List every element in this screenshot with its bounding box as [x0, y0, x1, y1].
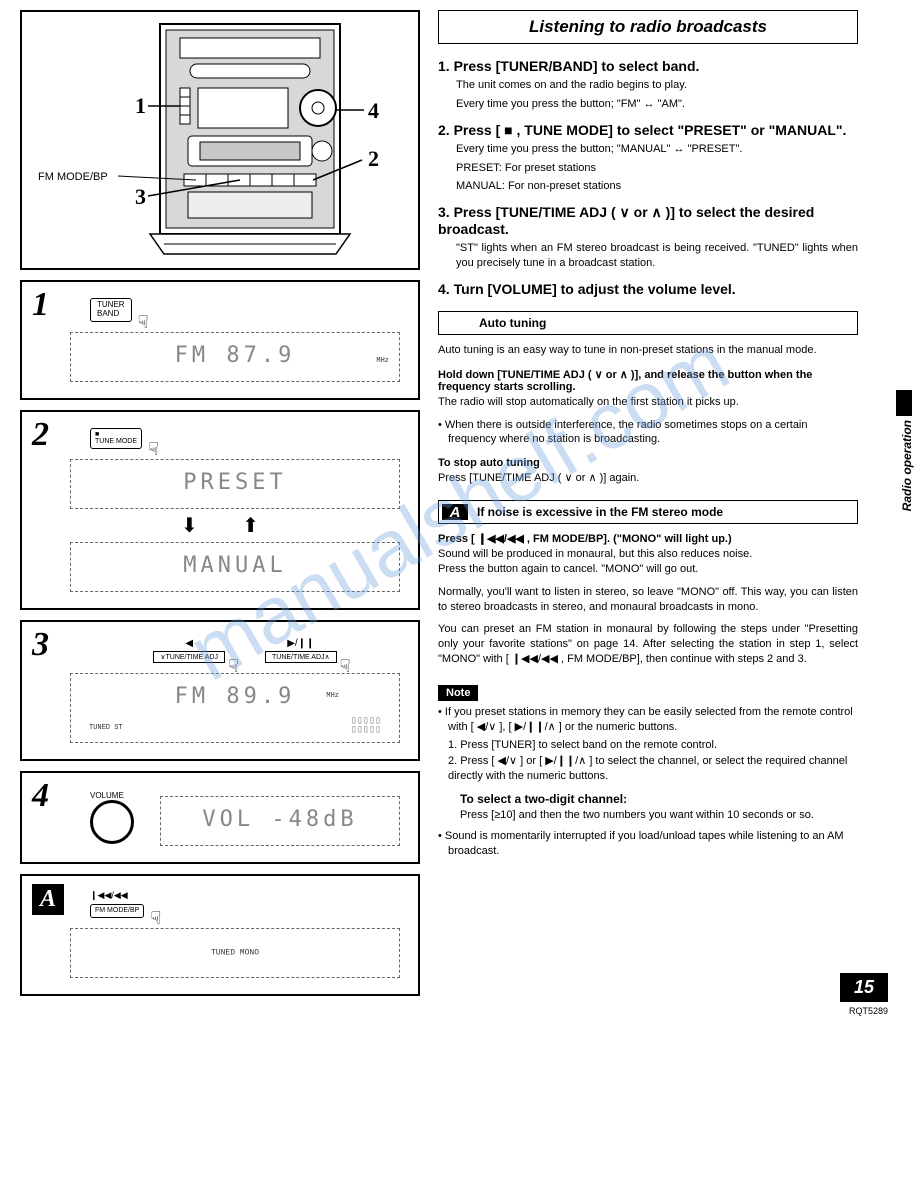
tune-mode-button: ■TUNE MODE☟ — [90, 428, 142, 449]
section-text: Every time you press the button; "MANUAL… — [456, 142, 858, 157]
tune-buttons: ◀ ∨TUNE/TIME ADJ ☟ ▶/❙❙ TUNE/TIME ADJ∧ ☟ — [80, 638, 410, 663]
a-badge: A — [442, 504, 468, 520]
step-a-box: A ❙◀◀/◀◀ FM MODE/BP☟ TUNED MONO — [20, 874, 420, 996]
step-letter: A — [32, 884, 64, 915]
section-text: Every time you press the button; "FM" ↔ … — [456, 97, 858, 112]
para: Press [TUNE/TIME ADJ ( ∨ or ∧ )] again. — [438, 471, 858, 486]
para: Press [ ❙◀◀/◀◀ , FM MODE/BP]. ("MONO" wi… — [438, 532, 858, 577]
lcd-display: FM 89.9 MHz TUNED ST ▯▯▯▯▯▯▯▯▯▯ — [70, 673, 400, 743]
step-number: 2 — [32, 416, 49, 454]
section-text: PRESET: For preset stations — [456, 161, 858, 176]
step-number: 3 — [32, 626, 49, 664]
section-heading: 2. Press [ ■ , TUNE MODE] to select "PRE… — [438, 122, 858, 138]
volume-knob: VOLUME — [90, 791, 134, 844]
tuner-band-button: TUNERBAND☟ — [90, 298, 132, 322]
note-badge: Note — [438, 685, 478, 701]
device-illustration: 1 4 2 3 FM MODE/BP — [20, 10, 420, 270]
lcd-display: TUNED MONO — [70, 928, 400, 978]
side-tab-marker — [896, 390, 912, 416]
numbered-item: 2. Press [ ◀/∨ ] or [ ▶/❙❙/∧ ] to select… — [448, 754, 858, 784]
bullet: Sound is momentarily interrupted if you … — [448, 829, 858, 859]
svg-text:3: 3 — [135, 184, 146, 209]
step-2-box: 2 ■TUNE MODE☟ PRESET ⬇ ⬆ MANUAL — [20, 410, 420, 610]
section-heading: 4. Turn [VOLUME] to adjust the volume le… — [438, 281, 858, 297]
para: Normally, you'll want to listen in stere… — [438, 585, 858, 615]
step-number: 1 — [32, 286, 49, 324]
lcd-display: MANUAL — [70, 542, 400, 592]
up-down-arrows: ⬇ ⬆ — [30, 513, 410, 538]
page-title: Listening to radio broadcasts — [438, 10, 858, 44]
step-number: 4 — [32, 777, 49, 815]
svg-text:4: 4 — [368, 98, 379, 123]
para: You can preset an FM station in monaural… — [438, 622, 858, 667]
document-code: RQT5289 — [849, 1006, 888, 1016]
sub-heading: To stop auto tuning — [438, 457, 858, 469]
right-column: Listening to radio broadcasts 1. Press [… — [438, 10, 898, 996]
svg-text:1: 1 — [135, 93, 146, 118]
auto-tuning-title: Auto tuning — [438, 311, 858, 335]
para: Press [≥10] and then the two numbers you… — [460, 808, 858, 823]
numbered-item: 1. Press [TUNER] to select band on the r… — [448, 738, 858, 753]
noise-title-box: A If noise is excessive in the FM stereo… — [438, 500, 858, 524]
para: The radio will stop automatically on the… — [438, 395, 858, 410]
svg-text:2: 2 — [368, 146, 379, 171]
step-4-box: 4 VOLUME VOL -48dB — [20, 771, 420, 864]
side-section-label: Radio operation — [900, 420, 914, 511]
fm-mode-button-top: ❙◀◀/◀◀ — [90, 890, 410, 901]
fm-mode-button: FM MODE/BP☟ — [90, 904, 144, 918]
section-text: "ST" lights when an FM stereo broadcast … — [456, 241, 858, 271]
lcd-display: FM 87.9 MHz — [70, 332, 400, 382]
para: Auto tuning is an easy way to tune in no… — [438, 343, 858, 358]
page-number: 15 — [840, 973, 888, 1002]
section-text: The unit comes on and the radio begins t… — [456, 78, 858, 93]
svg-text:FM MODE/BP: FM MODE/BP — [38, 171, 108, 183]
bullet: When there is outside interference, the … — [448, 418, 858, 448]
bullet: If you preset stations in memory they ca… — [448, 705, 858, 735]
section-heading: 3. Press [TUNE/TIME ADJ ( ∨ or ∧ )] to s… — [438, 204, 858, 237]
sub-heading: Hold down [TUNE/TIME ADJ ( ∨ or ∧ )], an… — [438, 368, 858, 393]
step-1-box: 1 TUNERBAND☟ FM 87.9 MHz — [20, 280, 420, 400]
lcd-display: VOL -48dB — [160, 796, 400, 846]
section-heading: 1. Press [TUNER/BAND] to select band. — [438, 58, 858, 74]
left-column: 1 4 2 3 FM MODE/BP 1 TUNERBAND☟ FM 87.9 … — [20, 10, 420, 996]
section-text: MANUAL: For non-preset stations — [456, 179, 858, 194]
step-3-box: 3 ◀ ∨TUNE/TIME ADJ ☟ ▶/❙❙ TUNE/TIME ADJ∧… — [20, 620, 420, 761]
sub-heading: To select a two-digit channel: — [460, 792, 627, 806]
lcd-display: PRESET — [70, 459, 400, 509]
